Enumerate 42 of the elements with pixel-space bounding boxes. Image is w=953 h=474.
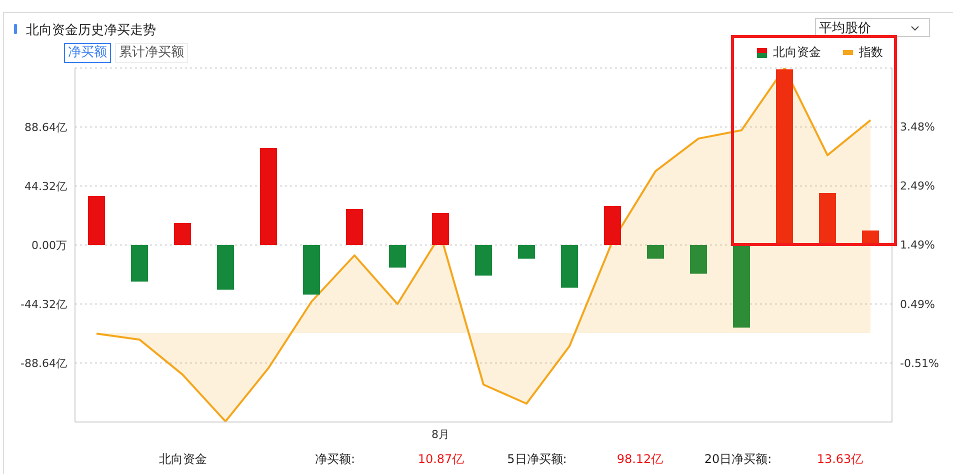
bar [303,245,320,295]
text: 北向资金 [158,451,208,468]
y2-tick-label: -0.51% [900,357,939,370]
bar [690,245,707,274]
y2-tick-label: 1.49% [900,238,935,252]
text: 10.87亿 [416,451,466,468]
bar [88,196,105,245]
text: 20日净买额: [703,451,773,468]
legend-label: 指数 [859,44,883,61]
bar [346,209,363,245]
y-tick-label: 0.00万 [32,238,67,252]
bar [432,213,449,245]
bar [819,192,836,245]
text: 13.63亿 [816,451,864,468]
y-tick-label: 88.64亿 [24,120,67,134]
bar [776,69,793,245]
y2-tick-label: 0.49% [900,298,935,311]
bar [733,245,750,328]
text: 98.12亿 [616,451,664,468]
y-tick-label: -88.64亿 [20,356,67,370]
bar [647,245,664,259]
y-tick-label: -44.32亿 [20,298,67,311]
bar [561,245,578,288]
y2-tick-label: 2.49% [900,179,935,192]
text: 净买额: [314,451,356,468]
bar [174,223,191,245]
y2-tick-label: 3.48% [900,120,935,134]
x-tick-label: 8月 [432,428,450,441]
y-tick-label: 44.32亿 [24,180,67,193]
bar [604,206,621,245]
text: 净买额 [64,43,111,63]
bar [475,245,492,276]
bar [518,245,535,259]
text: 累计净买额 [115,43,188,63]
text: 5日净买额: [506,451,568,468]
chart-title: 北向资金历史净买走势 [26,22,156,39]
bar [389,245,406,268]
legend-label: 北向资金 [773,44,821,61]
bar [217,245,234,290]
text: 平均股价 [815,18,930,37]
bar [131,245,148,282]
bar [260,148,277,245]
